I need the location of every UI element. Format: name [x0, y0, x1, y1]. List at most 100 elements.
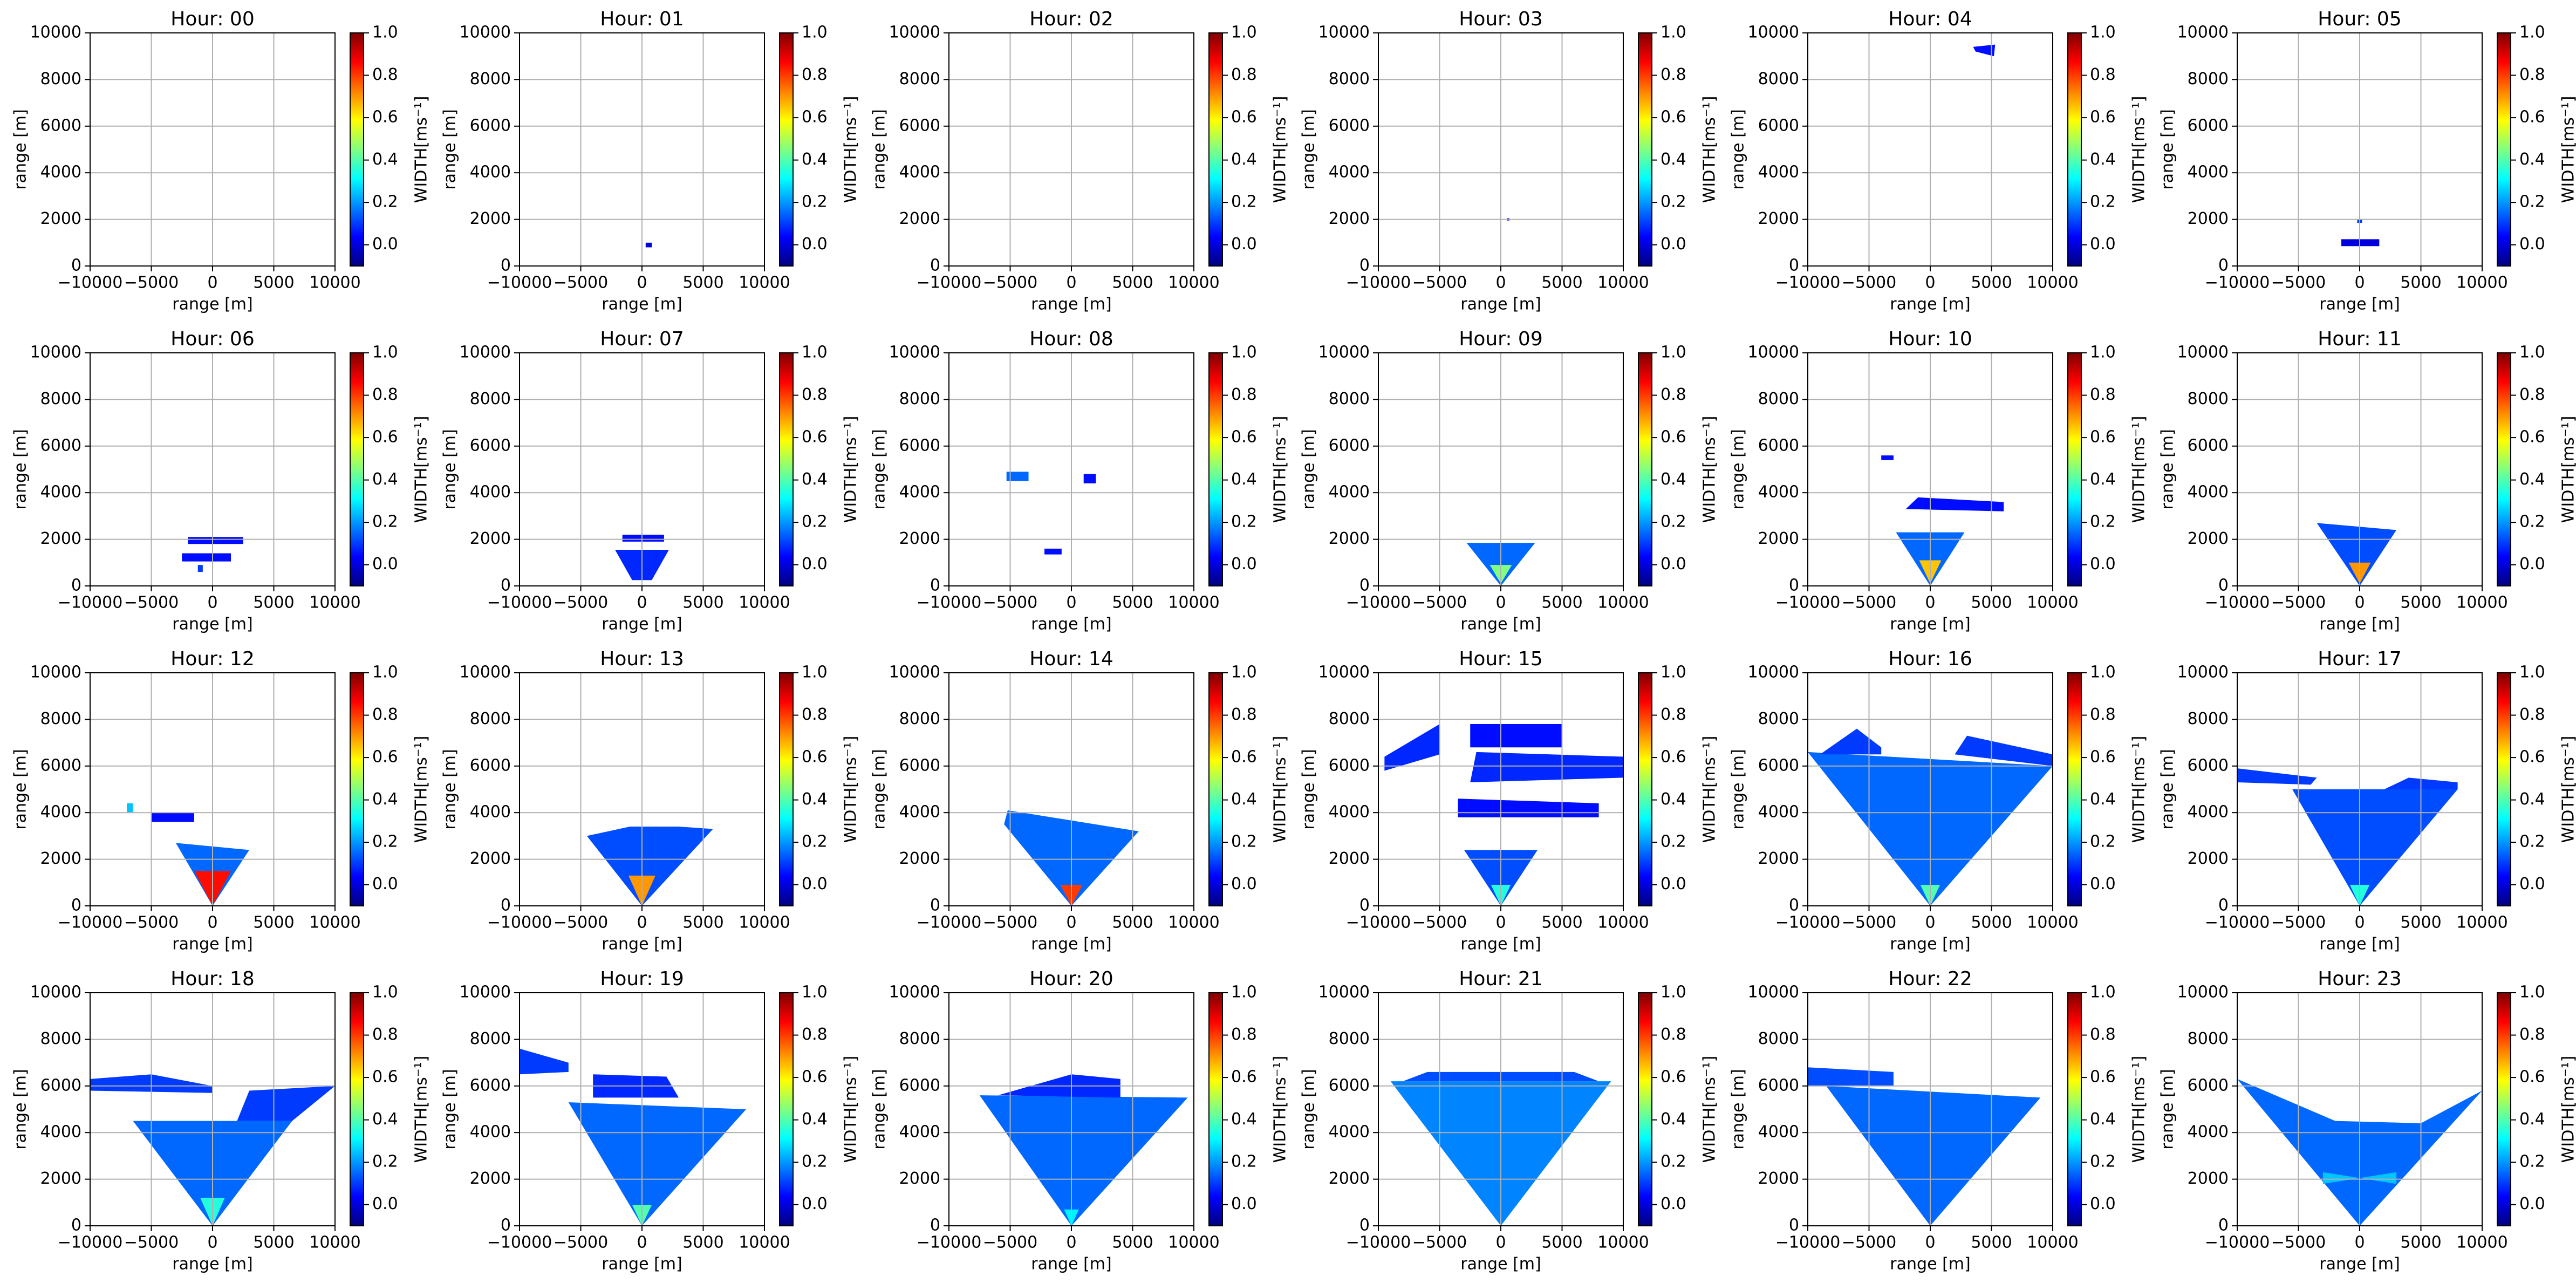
data-layer — [520, 1048, 746, 1226]
y-tick-label: 2000 — [899, 1169, 940, 1188]
x-tick-label: 5000 — [253, 274, 294, 292]
x-tick-label: 5000 — [682, 593, 723, 612]
colorbar-tick-label: 0.8 — [372, 705, 398, 724]
colorbar-tick-label: 0.8 — [2090, 705, 2116, 724]
y-axis-label: range [m] — [441, 749, 460, 829]
x-tick-label: −10000 — [1346, 593, 1411, 612]
colorbar-tick-label: 0.8 — [372, 1025, 398, 1044]
panel: −10000 −5000 0 5000 10000 0 2000 4000 6000 8000 10… — [870, 328, 1290, 634]
colorbar-tick-label: 0.2 — [2090, 513, 2116, 531]
echo-region — [182, 553, 231, 562]
axes-frame — [1807, 32, 2053, 267]
y-tick-label: 8000 — [40, 1029, 81, 1048]
x-axis-label: range [m] — [1890, 935, 1970, 954]
x-tick-label: 10000 — [1597, 913, 1649, 932]
x-tick-label: 5000 — [1971, 593, 2012, 612]
colorbar — [2497, 672, 2511, 906]
x-tick-label: 0 — [1925, 1233, 1935, 1252]
x-axis-label: range [m] — [172, 1255, 252, 1274]
y-axis-label: range [m] — [1300, 429, 1318, 509]
y-tick-label: 0 — [1359, 896, 1370, 915]
y-tick-label: 8000 — [2188, 1029, 2229, 1048]
x-tick-label: −5000 — [554, 593, 608, 612]
x-tick-label: 10000 — [1168, 913, 1219, 932]
colorbar-tick-label: 1.0 — [2519, 343, 2545, 362]
data-layer — [2341, 219, 2380, 247]
y-tick-label: 6000 — [1758, 116, 1799, 135]
x-tick-label: −5000 — [554, 1233, 608, 1252]
y-tick-label: 4000 — [470, 1123, 511, 1142]
y-tick-label: 6000 — [1758, 756, 1799, 775]
x-tick-label: 5000 — [682, 274, 723, 292]
x-tick-label: 5000 — [1112, 1233, 1153, 1252]
panel-title: Hour: 10 — [1888, 328, 1972, 350]
colorbar-label: WIDTH[ms⁻¹] — [1271, 416, 1290, 523]
y-tick-label: 0 — [930, 576, 940, 595]
x-tick-label: 0 — [1495, 274, 1506, 292]
axes-frame — [90, 352, 336, 586]
x-tick-label: −10000 — [917, 274, 982, 292]
echo-region — [1808, 1067, 1894, 1086]
x-tick-label: 0 — [637, 593, 647, 612]
y-tick-label: 8000 — [40, 390, 81, 408]
y-tick-label: 2000 — [1758, 1169, 1799, 1188]
colorbar-tick-label: 1.0 — [1661, 343, 1686, 362]
colorbar-tick-label: 0.0 — [2090, 1195, 2116, 1213]
x-tick-label: −5000 — [1412, 1233, 1467, 1252]
y-axis-label: range [m] — [1729, 749, 1748, 829]
x-tick-label: 10000 — [1168, 593, 1219, 612]
colorbar-tick-label: 0.4 — [372, 790, 398, 809]
y-tick-label: 10000 — [1318, 23, 1370, 42]
colorbar-tick-label: 0.4 — [2090, 150, 2116, 169]
x-tick-label: 5000 — [1541, 1233, 1582, 1252]
y-tick-label: 10000 — [889, 663, 940, 682]
axes-frame — [90, 992, 336, 1226]
panel: −10000 −5000 0 5000 10000 0 2000 4000 6000 8000 10… — [2158, 968, 2576, 1274]
y-tick-label: 6000 — [470, 756, 511, 775]
y-tick-label: 4000 — [470, 483, 511, 502]
colorbar-tick-label: 0.4 — [802, 470, 828, 489]
colorbar-tick-label: 0.8 — [1661, 65, 1686, 84]
echo-region — [1955, 735, 2053, 766]
x-tick-label: 10000 — [739, 593, 790, 612]
echo-region — [1044, 548, 1062, 555]
colorbar-tick-label: 1.0 — [2090, 23, 2116, 42]
y-tick-label: 2000 — [2188, 529, 2229, 548]
panel-title: Hour: 20 — [1029, 968, 1113, 990]
y-axis-label: range [m] — [2158, 1069, 2177, 1149]
colorbar — [350, 992, 364, 1226]
echo-region — [151, 813, 194, 822]
y-tick-label: 10000 — [1748, 23, 1799, 42]
data-layer — [1808, 1067, 2041, 1226]
x-tick-label: 10000 — [309, 1233, 360, 1252]
x-tick-label: 0 — [2354, 593, 2365, 612]
y-tick-label: 2000 — [899, 529, 940, 548]
colorbar-tick-label: 0.8 — [2519, 705, 2545, 724]
axes-frame — [519, 992, 765, 1226]
y-tick-label: 6000 — [899, 1076, 940, 1095]
x-tick-label: −10000 — [1775, 1233, 1841, 1252]
x-tick-label: 5000 — [1112, 274, 1153, 292]
colorbar-tick-label: 0.4 — [372, 1110, 398, 1129]
x-tick-label: 10000 — [2456, 1233, 2507, 1252]
colorbar-tick-label: 0.8 — [372, 385, 398, 404]
colorbar-tick-label: 1.0 — [802, 983, 828, 1002]
data-layer — [2317, 523, 2397, 586]
y-axis-label: range [m] — [11, 749, 30, 829]
echo-region — [586, 827, 713, 906]
y-tick-label: 10000 — [2177, 983, 2229, 1002]
echo-region — [1083, 474, 1096, 483]
panel-title: Hour: 22 — [1888, 968, 1972, 990]
x-tick-label: 0 — [1495, 913, 1506, 932]
colorbar-label: WIDTH[ms⁻¹] — [2130, 96, 2149, 203]
data-layer — [979, 1074, 1188, 1226]
colorbar-label: WIDTH[ms⁻¹] — [412, 1056, 431, 1163]
colorbar-label: WIDTH[ms⁻¹] — [1271, 1056, 1290, 1163]
axes-frame — [519, 672, 765, 906]
panel: −10000 −5000 0 5000 10000 0 2000 4000 6000 8000 10… — [1729, 648, 2149, 954]
colorbar-tick-label: 0.6 — [372, 428, 398, 447]
x-tick-label: −10000 — [1775, 913, 1841, 932]
y-axis-label: range [m] — [441, 109, 460, 189]
x-tick-label: −10000 — [1346, 274, 1411, 292]
panel: −10000 −5000 0 5000 10000 0 2000 4000 6000 8000 10… — [441, 8, 860, 314]
